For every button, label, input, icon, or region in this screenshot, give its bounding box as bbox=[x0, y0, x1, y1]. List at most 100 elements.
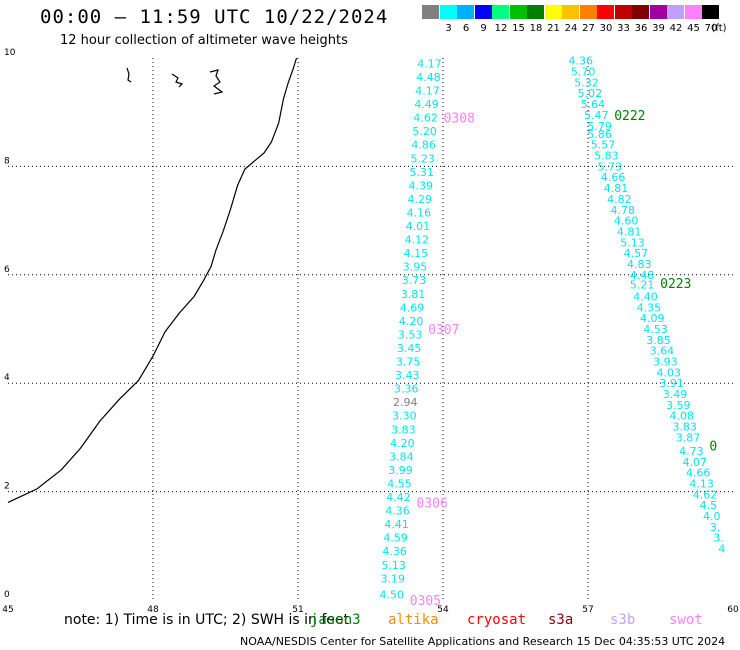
wave-height-value: 4.13 bbox=[689, 477, 714, 490]
wave-height-value: 4.29 bbox=[408, 193, 433, 206]
wave-height-value: 4.36 bbox=[385, 505, 410, 518]
legend-swatch bbox=[422, 5, 439, 19]
wave-height-value: 4.12 bbox=[405, 234, 430, 247]
legend-label: 42 bbox=[669, 23, 683, 34]
legend-swatch bbox=[614, 5, 632, 19]
wave-height-value: 5.73 bbox=[598, 160, 623, 173]
satellite-label: s3a bbox=[548, 612, 574, 628]
wave-height-value: 4.09 bbox=[640, 312, 665, 325]
lon-tick-label: 45 bbox=[2, 605, 13, 615]
wave-height-value: 3.91 bbox=[659, 377, 684, 390]
lon-tick-label: 51 bbox=[292, 605, 303, 615]
wave-height-value: 5.20 bbox=[412, 125, 437, 138]
wave-height-value: 3.73 bbox=[402, 274, 427, 287]
pass-time-label: 0307 bbox=[428, 323, 459, 338]
pass-time-label: 0222 bbox=[614, 109, 645, 124]
satellite-label: cryosat bbox=[467, 612, 527, 628]
legend-swatch bbox=[439, 5, 457, 19]
wave-height-value: 4.83 bbox=[627, 258, 652, 271]
wave-height-value: 4.07 bbox=[683, 456, 708, 469]
wave-height-value: 4.59 bbox=[383, 532, 408, 545]
lat-tick-label: 0 bbox=[4, 590, 10, 600]
lon-tick-label: 54 bbox=[437, 605, 449, 615]
wave-height-value: 3.83 bbox=[672, 421, 697, 434]
wave-height-value: 3.84 bbox=[389, 450, 414, 463]
satellite-label: altika bbox=[388, 612, 439, 628]
wave-height-value: 3. bbox=[713, 532, 724, 545]
wave-height-value: 4.36 bbox=[382, 545, 407, 558]
lon-tick-label: 60 bbox=[727, 605, 739, 615]
wave-height-value: 4.48 bbox=[416, 71, 441, 84]
wave-height-value: 4.49 bbox=[414, 98, 439, 111]
wave-height-value: 5.86 bbox=[587, 128, 612, 141]
legend-swatch bbox=[457, 5, 474, 19]
lon-tick-label: 57 bbox=[582, 605, 593, 615]
legend-swatch bbox=[474, 5, 492, 19]
wave-height-value: 4.82 bbox=[607, 193, 632, 206]
wave-height-value: 4.36 bbox=[569, 55, 594, 68]
satellite-label: jason3 bbox=[310, 612, 361, 628]
map-title: 00:00 – 11:59 UTC 10/22/2024 bbox=[40, 6, 389, 28]
wave-height-value: 4.40 bbox=[633, 290, 658, 303]
wave-height-value: 4.17 bbox=[415, 85, 440, 98]
island bbox=[171, 73, 184, 88]
legend-swatch bbox=[702, 5, 719, 19]
wave-height-value: 5.64 bbox=[581, 98, 606, 111]
pass-time-label: 0305 bbox=[410, 594, 441, 609]
pass-time-label: 0223 bbox=[660, 277, 691, 292]
legend-swatch bbox=[509, 5, 527, 19]
wave-height-value: 3.83 bbox=[391, 423, 416, 436]
wave-height-value: 5.13 bbox=[620, 236, 645, 249]
wave-height-value: 4.62 bbox=[693, 488, 718, 501]
legend-label: 30 bbox=[599, 23, 613, 34]
wave-height-value: 5.23 bbox=[410, 152, 435, 165]
wave-height-value: 4.69 bbox=[400, 301, 425, 314]
coastline bbox=[7, 57, 298, 503]
wave-height-value: 4.73 bbox=[679, 445, 704, 458]
wave-height-value: 4.41 bbox=[384, 518, 409, 531]
wave-height-value: 5.70 bbox=[571, 66, 596, 79]
legend-label: 12 bbox=[494, 23, 508, 34]
legend-label: 6 bbox=[462, 23, 470, 34]
footnote: note: 1) Time is in UTC; 2) SWH is in fe… bbox=[64, 612, 350, 628]
wave-height-value: 3.49 bbox=[663, 388, 688, 401]
island bbox=[209, 69, 224, 95]
wave-height-value: 4.0 bbox=[703, 510, 721, 523]
wave-height-value: 3.43 bbox=[395, 369, 420, 382]
wave-height-value: 4.50 bbox=[380, 589, 405, 602]
wave-height-value: 4.66 bbox=[686, 467, 711, 480]
lat-tick-label: 2 bbox=[4, 482, 10, 492]
wave-height-value: 4.48 bbox=[630, 269, 655, 282]
wave-height-value: 4.17 bbox=[417, 57, 442, 70]
wave-height-value: 5.31 bbox=[409, 166, 434, 179]
wave-height-value: 4.55 bbox=[387, 477, 412, 490]
lat-tick-label: 6 bbox=[4, 265, 10, 275]
wave-height-value: 5.57 bbox=[591, 139, 616, 152]
legend-label: 18 bbox=[529, 23, 543, 34]
wave-height-value: 3.95 bbox=[403, 261, 428, 274]
lat-tick-label: 10 bbox=[4, 48, 16, 58]
wave-height-value: 3.53 bbox=[398, 328, 423, 341]
legend-swatch bbox=[562, 5, 579, 19]
pass-time-label: 0306 bbox=[417, 496, 448, 511]
wave-height-value: 5.79 bbox=[587, 120, 612, 133]
wave-height-value: 4.16 bbox=[407, 206, 432, 219]
legend-swatch bbox=[527, 5, 544, 19]
legend-label: 39 bbox=[652, 23, 665, 34]
lat-tick-label: 4 bbox=[4, 373, 10, 383]
wave-height-value: 3.30 bbox=[392, 410, 417, 423]
legend-unit: (ft) bbox=[711, 23, 727, 34]
wave-height-value: 3. bbox=[710, 521, 721, 534]
wave-height-value: 4 bbox=[718, 543, 725, 556]
wave-height-value: 5.21 bbox=[630, 279, 655, 292]
wave-height-value: 5.13 bbox=[381, 559, 406, 572]
legend-label: 9 bbox=[480, 23, 487, 34]
wave-height-value: 3.64 bbox=[650, 345, 675, 358]
legend-swatch bbox=[579, 5, 597, 19]
legend-label: 70 bbox=[704, 23, 718, 34]
wave-height-value: 3.59 bbox=[666, 399, 691, 412]
wave-height-value: 5.83 bbox=[594, 150, 619, 163]
pass-time-label: 0 bbox=[709, 440, 717, 455]
wave-height-value: 4.62 bbox=[413, 112, 438, 125]
wave-height-value: 4.01 bbox=[406, 220, 431, 233]
